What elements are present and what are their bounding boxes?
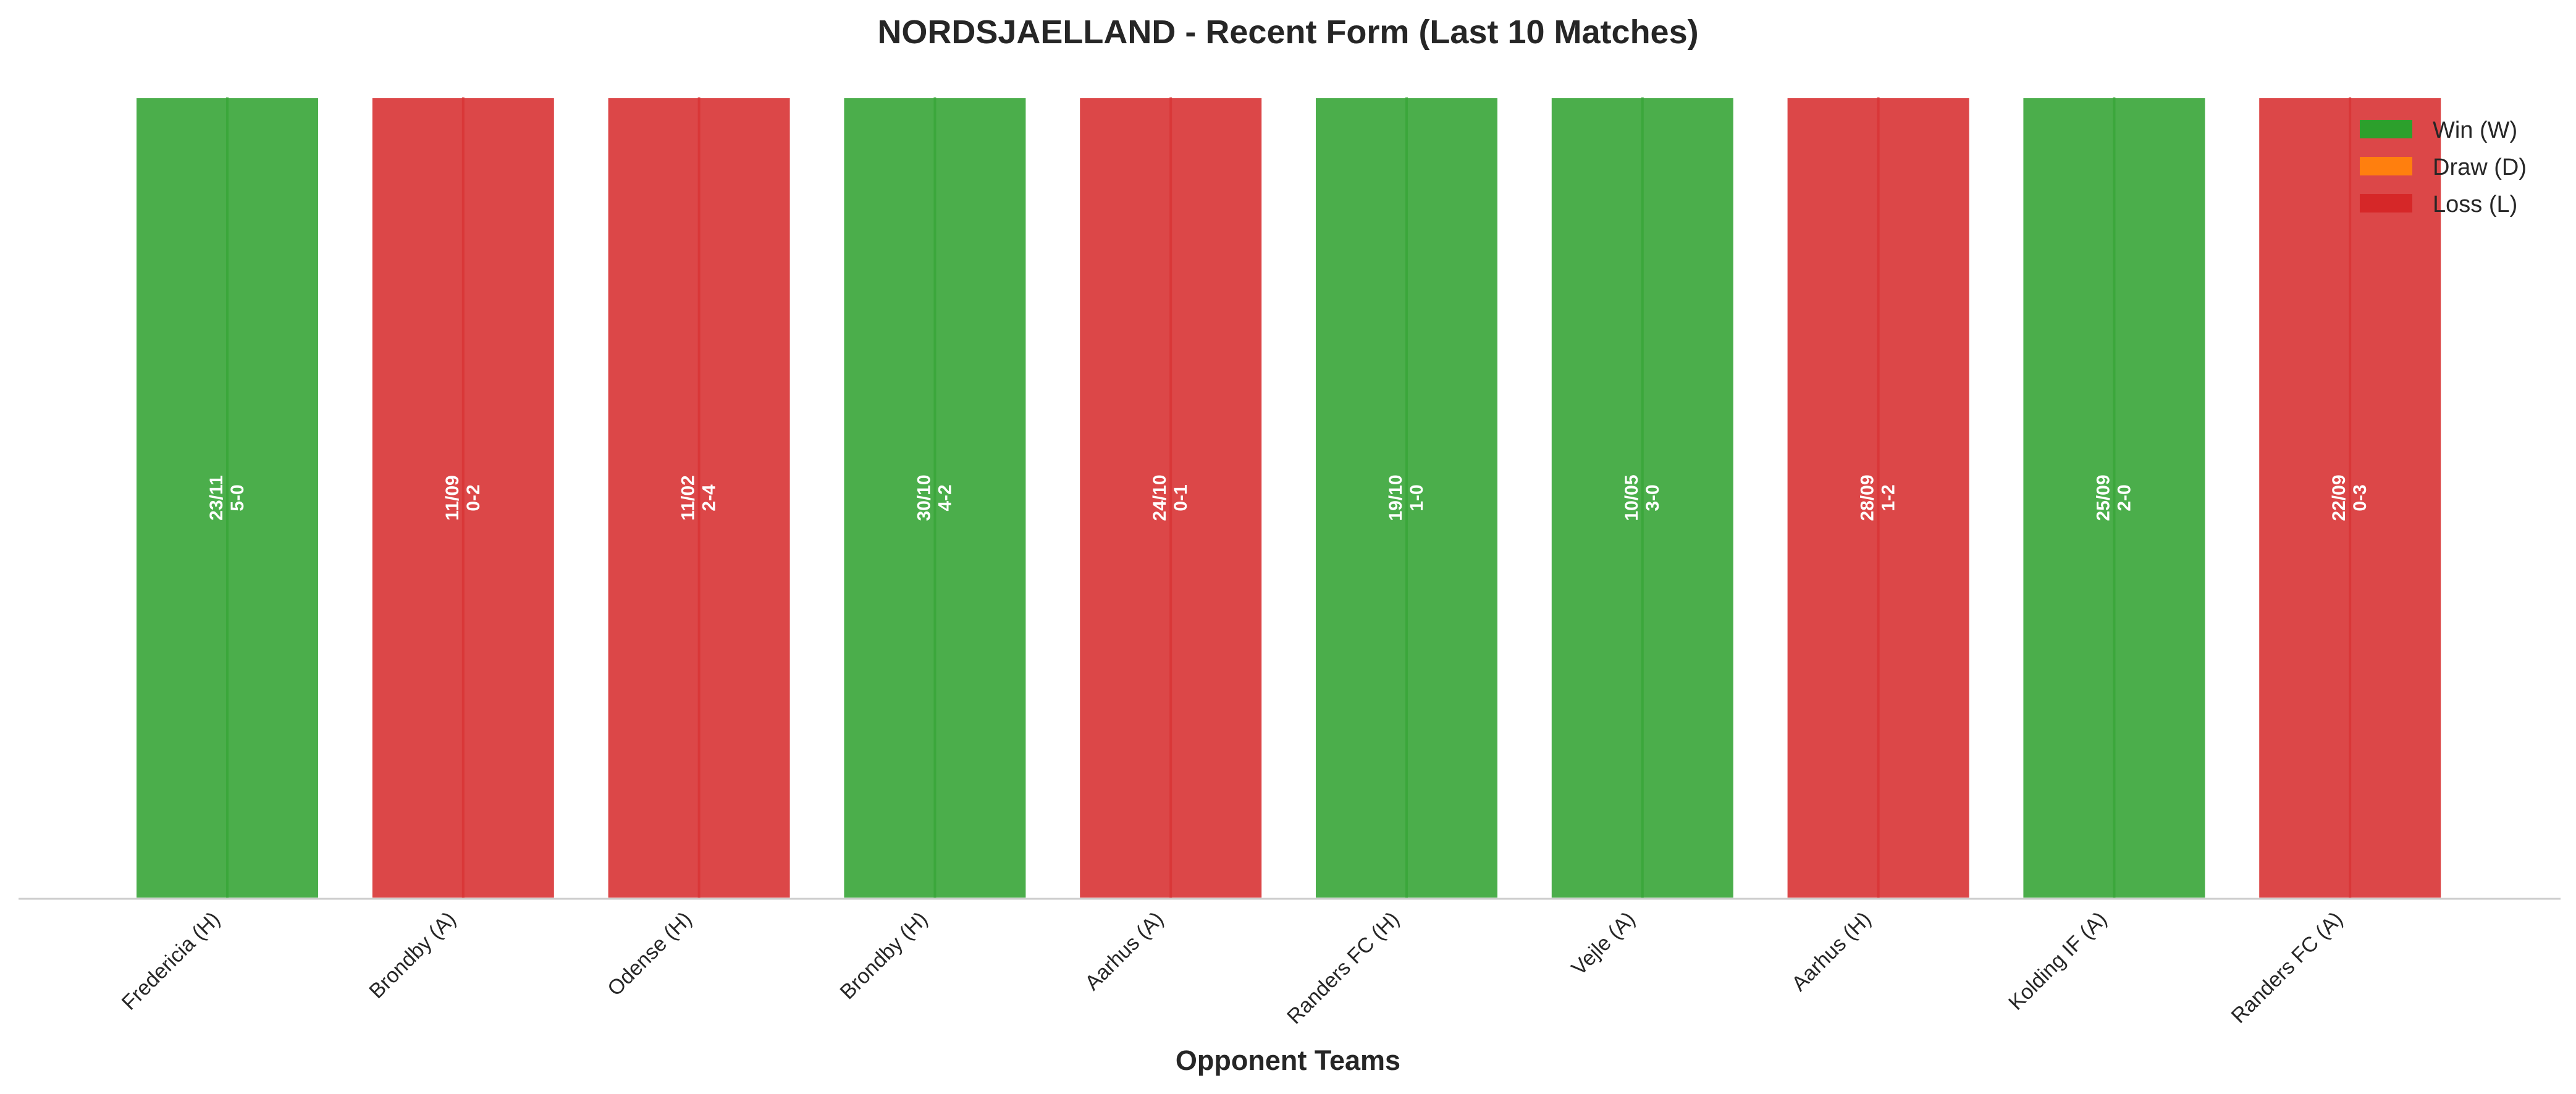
x-tick-label-3: Brondby (H) bbox=[836, 907, 932, 1004]
bars-group bbox=[134, 96, 2444, 900]
x-tick-label-5: Randers FC (H) bbox=[1282, 907, 1404, 1029]
bar-score-label: 0-3 bbox=[2350, 484, 2370, 511]
bar-score-label: 1-0 bbox=[1407, 484, 1427, 511]
bar-score-label: 0-2 bbox=[463, 484, 484, 511]
legend-swatch-D bbox=[2360, 157, 2412, 175]
x-tick-label-0: Fredericia (H) bbox=[117, 907, 225, 1015]
bar-label-9: 22/090-3 bbox=[2329, 474, 2370, 521]
bar-label-4: 24/100-1 bbox=[1150, 474, 1191, 521]
bar-date-label: 25/09 bbox=[2093, 474, 2113, 521]
bar-label-2: 11/022-4 bbox=[678, 475, 720, 520]
bar-date-label: 11/09 bbox=[442, 475, 463, 520]
x-tick-label-1: Brondby (A) bbox=[364, 907, 460, 1003]
legend-label-D: Draw (D) bbox=[2433, 154, 2527, 180]
x-tick-label-9: Randers FC (A) bbox=[2227, 907, 2347, 1028]
bar-date-label: 30/10 bbox=[914, 474, 934, 521]
legend-swatch-L bbox=[2360, 194, 2412, 212]
bar-label-3: 30/104-2 bbox=[914, 474, 955, 521]
x-tick-label-8: Kolding IF (A) bbox=[2004, 907, 2111, 1015]
x-tick-labels: Fredericia (H) Brondby (A) Odense (H) Brond… bbox=[117, 907, 2347, 1029]
bar-label-6: 10/053-0 bbox=[1622, 474, 1663, 521]
bar-date-label: 22/09 bbox=[2329, 474, 2349, 521]
bar-label-1: 11/090-2 bbox=[442, 475, 484, 520]
x-tick-label-2: Odense (H) bbox=[603, 907, 696, 1001]
bar-date-label: 11/02 bbox=[678, 475, 699, 520]
bar-date-label: 24/10 bbox=[1150, 474, 1170, 521]
legend-swatch-W bbox=[2360, 120, 2412, 138]
bar-label-8: 25/092-0 bbox=[2093, 474, 2134, 521]
x-tick-label-4: Aarhus (A) bbox=[1080, 907, 1168, 995]
legend: Win (W) Draw (D) Loss (L) bbox=[2360, 117, 2527, 217]
bar-score-label: 1-2 bbox=[1879, 484, 1899, 511]
legend-label-L: Loss (L) bbox=[2433, 191, 2517, 217]
x-tick-label-7: Aarhus (H) bbox=[1787, 907, 1875, 996]
bar-score-label: 0-1 bbox=[1171, 484, 1191, 511]
bar-date-label: 19/10 bbox=[1386, 474, 1406, 521]
chart-title: NORDSJAELLAND - Recent Form (Last 10 Mat… bbox=[877, 14, 1698, 51]
bar-score-label: 5-0 bbox=[227, 484, 248, 511]
bar-label-7: 28/091-2 bbox=[1858, 474, 1899, 521]
bar-label-0: 23/115-0 bbox=[206, 475, 248, 520]
bar-score-label: 2-0 bbox=[2114, 484, 2134, 511]
bar-label-5: 19/101-0 bbox=[1386, 474, 1427, 521]
bar-score-label: 4-2 bbox=[935, 484, 955, 511]
x-tick-label-6: Vejle (A) bbox=[1567, 907, 1640, 980]
bar-labels-group: 23/115-0 11/090-2 11/022-4 30/104-2 24/100-1… bbox=[206, 474, 2370, 521]
bar-score-label: 3-0 bbox=[1643, 484, 1663, 511]
bar-date-label: 10/05 bbox=[1622, 474, 1642, 521]
x-axis-label: Opponent Teams bbox=[1176, 1045, 1400, 1076]
bar-date-label: 28/09 bbox=[1858, 474, 1878, 521]
bar-score-label: 2-4 bbox=[699, 484, 720, 511]
legend-label-W: Win (W) bbox=[2433, 117, 2517, 143]
bar-date-label: 23/11 bbox=[206, 475, 227, 520]
